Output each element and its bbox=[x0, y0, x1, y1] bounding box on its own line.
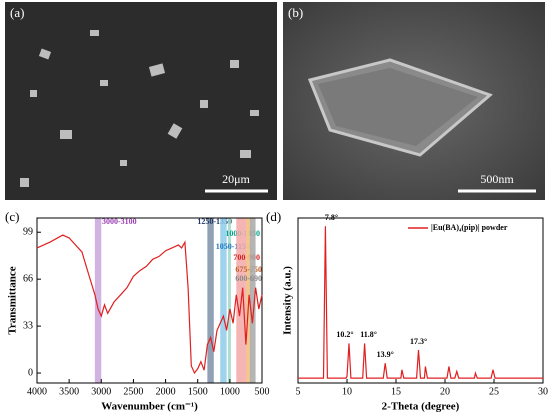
y-tick-label: 99 bbox=[23, 227, 33, 238]
xrd-chart: 5 10 15 20 25 30 2-Theta (degree) Intensity (a.… bbox=[266, 209, 548, 413]
band bbox=[227, 218, 231, 383]
x-tick-label: 30 bbox=[538, 386, 548, 397]
x-tick-label: 15 bbox=[391, 386, 401, 397]
x-tick-label: 4000 bbox=[27, 386, 47, 397]
x-tick-label: 500 bbox=[255, 386, 270, 397]
scale-label: 20μm bbox=[222, 172, 250, 186]
peak-label: 11.8° bbox=[360, 330, 377, 339]
ftir-chart: 3000-31001250-13501000-10301050-1150700-… bbox=[5, 209, 270, 413]
sem-image-b: (b) 500nm bbox=[283, 2, 545, 200]
x-tick-label: 2000 bbox=[156, 386, 176, 397]
x-tick-label: 20 bbox=[440, 386, 450, 397]
x-tick-label: 3500 bbox=[59, 386, 79, 397]
x-tick-label: 1000 bbox=[220, 386, 240, 397]
band-label: 675-750 bbox=[235, 265, 262, 274]
x-axis-label: 2-Theta (degree) bbox=[382, 401, 460, 413]
y-axis-label: Transmittance bbox=[7, 266, 19, 334]
y-tick-label: 66 bbox=[23, 273, 33, 284]
peak-label: 10.2° bbox=[336, 330, 353, 339]
sem-image-a: (a) 20μm bbox=[5, 2, 277, 200]
band-label: 1250-1350 bbox=[197, 217, 232, 226]
x-tick-label: 5 bbox=[296, 386, 301, 397]
band-label: 3000-3100 bbox=[102, 217, 137, 226]
panel-label: (b) bbox=[288, 5, 303, 20]
y-axis-label: Intensity (a.u.) bbox=[282, 266, 294, 335]
x-tick-label: 10 bbox=[342, 386, 352, 397]
x-tick-label: 1500 bbox=[188, 386, 208, 397]
scale-label: 500nm bbox=[480, 172, 514, 186]
band bbox=[249, 218, 256, 383]
panel-label: (c) bbox=[5, 209, 19, 224]
x-tick-label: 25 bbox=[489, 386, 499, 397]
band-label: 1050-1150 bbox=[216, 242, 250, 251]
panel-label: (d) bbox=[266, 209, 281, 224]
peak-label: 13.9° bbox=[377, 350, 394, 359]
panel-label: (a) bbox=[10, 5, 24, 20]
plot-frame bbox=[36, 217, 263, 384]
x-axis-label: Wavenumber (cm⁻¹) bbox=[101, 401, 198, 413]
series-line bbox=[298, 226, 543, 379]
x-tick-label: 2500 bbox=[123, 386, 143, 397]
band bbox=[94, 218, 102, 383]
plot-frame bbox=[297, 217, 544, 384]
peak-label: 7.8° bbox=[325, 213, 338, 222]
peak-label: 17.3° bbox=[410, 337, 427, 346]
band-label: 600-690 bbox=[235, 274, 262, 283]
y-tick-label: 33 bbox=[23, 320, 33, 331]
band bbox=[207, 218, 214, 383]
x-tick-label: 3000 bbox=[91, 386, 111, 397]
band bbox=[220, 218, 227, 383]
legend-label: |Eu(BA)₄(pip)| powder bbox=[431, 223, 508, 232]
y-tick-label: 0 bbox=[28, 367, 33, 378]
series-line bbox=[36, 234, 263, 375]
